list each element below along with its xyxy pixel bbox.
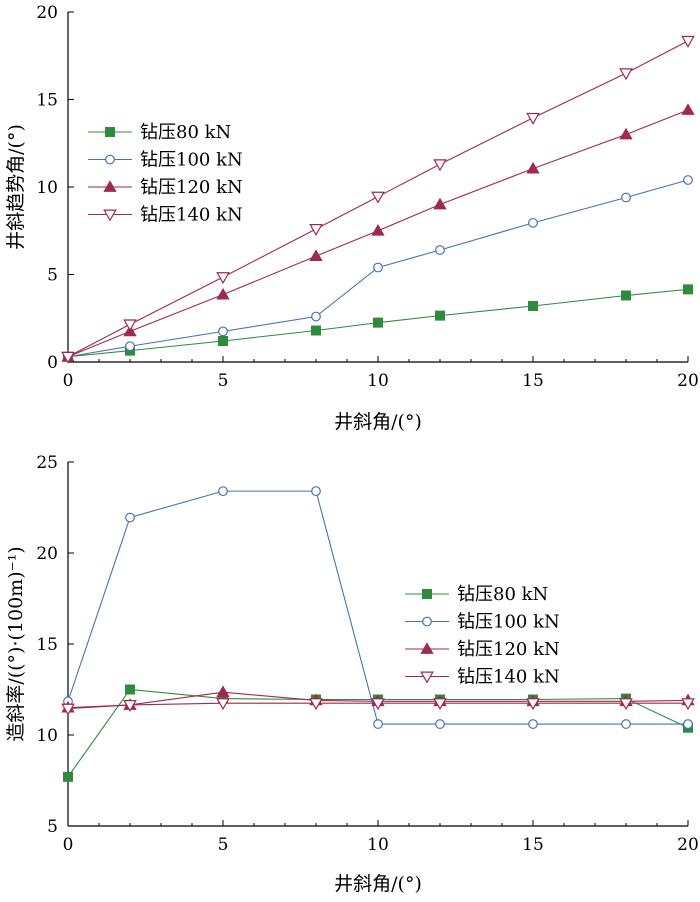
- data-point-series-0: [218, 336, 228, 346]
- x-tick-label: 10: [367, 835, 389, 855]
- legend-label: 钻压140 kN: [457, 667, 560, 688]
- chart-bottom-build-rate: 0 5 10 15 20510152025井斜角/(°)造斜率/((°)·(100m)⁻…: [5, 453, 699, 895]
- data-point-series-1: [621, 719, 631, 729]
- data-point-series-3: [526, 698, 540, 711]
- y-tick-label: 0: [47, 353, 58, 373]
- data-point-series-0: [373, 317, 383, 328]
- legend-label: 钻压100 kN: [140, 150, 243, 171]
- y-tick-label: 15: [36, 635, 58, 655]
- x-axis-label: 井斜角/(°): [334, 873, 422, 895]
- y-axis-label: 井斜趋势角/(°): [5, 124, 27, 250]
- data-point-series-3: [61, 703, 75, 716]
- data-point-series-3: [681, 698, 695, 711]
- data-point-series-2: [309, 249, 323, 261]
- data-point-series-1: [435, 245, 445, 255]
- legend-marker: [103, 209, 117, 222]
- legend-marker: [105, 127, 115, 137]
- data-point-series-1: [311, 486, 321, 497]
- data-point-series-3: [433, 159, 447, 172]
- data-point-series-3: [619, 68, 633, 81]
- data-point-series-3: [123, 700, 137, 712]
- data-point-series-2: [216, 287, 230, 300]
- data-point-series-0: [311, 325, 321, 336]
- data-point-series-1: [218, 326, 228, 337]
- data-point-series-2: [526, 161, 540, 174]
- x-tick-label: 5: [218, 371, 229, 391]
- data-point-series-1: [125, 341, 135, 352]
- y-axis-label: 造斜率/((°)·(100m)⁻¹): [5, 546, 27, 741]
- data-point-series-3: [681, 35, 695, 48]
- data-point-series-1: [528, 719, 538, 729]
- legend-marker: [105, 154, 115, 165]
- data-point-series-3: [371, 698, 385, 711]
- data-point-series-3: [371, 191, 385, 204]
- x-tick-label: 10: [367, 371, 389, 391]
- data-point-series-1: [621, 192, 631, 203]
- data-point-series-1: [311, 311, 321, 322]
- data-point-series-2: [681, 103, 695, 115]
- data-point-series-3: [216, 272, 230, 285]
- data-point-series-0: [528, 301, 538, 311]
- y-tick-label: 10: [36, 178, 58, 198]
- x-tick-label: 15: [522, 835, 544, 855]
- data-point-series-3: [309, 698, 323, 711]
- legend-label: 钻压80 kN: [457, 584, 548, 605]
- x-tick-label: 5: [218, 835, 229, 855]
- data-point-series-2: [371, 223, 385, 236]
- y-tick-label: 25: [36, 453, 58, 473]
- data-point-series-3: [123, 319, 137, 332]
- legend-label: 钻压80 kN: [140, 122, 231, 143]
- y-tick-label: 5: [47, 266, 58, 286]
- data-point-series-0: [125, 684, 135, 695]
- legend-label: 钻压120 kN: [140, 177, 243, 198]
- data-point-series-0: [63, 771, 73, 782]
- data-point-series-3: [433, 698, 447, 711]
- data-point-series-1: [373, 262, 383, 273]
- data-point-series-0: [621, 290, 631, 301]
- legend-label: 钻压100 kN: [457, 612, 560, 633]
- data-point-series-3: [61, 351, 75, 364]
- legend-marker: [422, 616, 432, 627]
- y-tick-label: 10: [36, 726, 58, 746]
- legend-marker: [422, 589, 432, 599]
- data-point-series-2: [619, 127, 633, 140]
- data-point-series-1: [683, 719, 693, 729]
- y-tick-label: 20: [36, 3, 58, 23]
- data-point-series-2: [216, 685, 230, 698]
- x-tick-label: 20: [677, 371, 699, 391]
- data-point-series-1: [218, 486, 228, 497]
- legend-marker: [420, 671, 434, 684]
- legend: 钻压80 kN 钻压100 kN 钻压120 kN 钻压140 kN: [405, 584, 560, 688]
- series-line-1: [67, 490, 688, 725]
- x-tick-label: 15: [522, 371, 544, 391]
- data-point-series-3: [309, 224, 323, 237]
- data-point-series-3: [216, 698, 230, 711]
- legend-label: 钻压120 kN: [457, 639, 560, 660]
- data-point-series-1: [125, 512, 135, 523]
- x-tick-label: 20: [677, 835, 699, 855]
- data-point-series-3: [619, 698, 633, 711]
- legend-label: 钻压140 kN: [140, 205, 243, 226]
- data-point-series-1: [373, 719, 383, 729]
- y-tick-label: 20: [36, 544, 58, 564]
- legend-marker: [420, 642, 434, 654]
- y-tick-label: 15: [36, 91, 58, 111]
- y-tick-label: 5: [47, 817, 58, 837]
- data-point-series-1: [435, 719, 445, 729]
- data-point-series-2: [433, 197, 447, 210]
- data-point-series-0: [683, 284, 693, 295]
- legend: 钻压80 kN 钻压100 kN 钻压120 kN 钻压140 kN: [88, 122, 243, 226]
- x-tick-label: 0: [63, 835, 74, 855]
- data-point-series-0: [435, 310, 445, 321]
- data-point-series-1: [528, 217, 538, 228]
- data-point-series-3: [526, 112, 540, 125]
- legend-marker: [103, 180, 117, 192]
- data-point-series-1: [683, 175, 693, 185]
- x-tick-label: 0: [63, 371, 74, 391]
- x-axis-label: 井斜角/(°): [334, 411, 422, 433]
